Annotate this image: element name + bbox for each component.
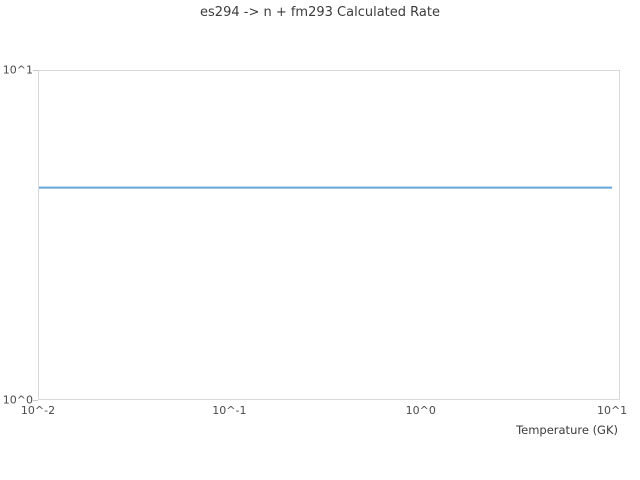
y-tick-mark xyxy=(33,400,38,401)
y-tick-label: 10^0 xyxy=(2,393,33,407)
x-tick-label: 10^-1 xyxy=(212,404,247,417)
plot-area xyxy=(38,70,620,400)
chart-title: es294 -> n + fm293 Calculated Rate xyxy=(200,5,440,20)
y-tick-mark xyxy=(33,70,38,71)
y-tick-label: 10^1 xyxy=(2,63,33,77)
x-tick-label: 10^0 xyxy=(405,404,436,417)
x-axis-label: Temperature (GK) xyxy=(516,423,618,437)
rate-line-svg xyxy=(39,186,613,189)
x-tick-label: 10^-2 xyxy=(20,404,56,417)
x-tick-label: 10^1 xyxy=(596,404,628,417)
